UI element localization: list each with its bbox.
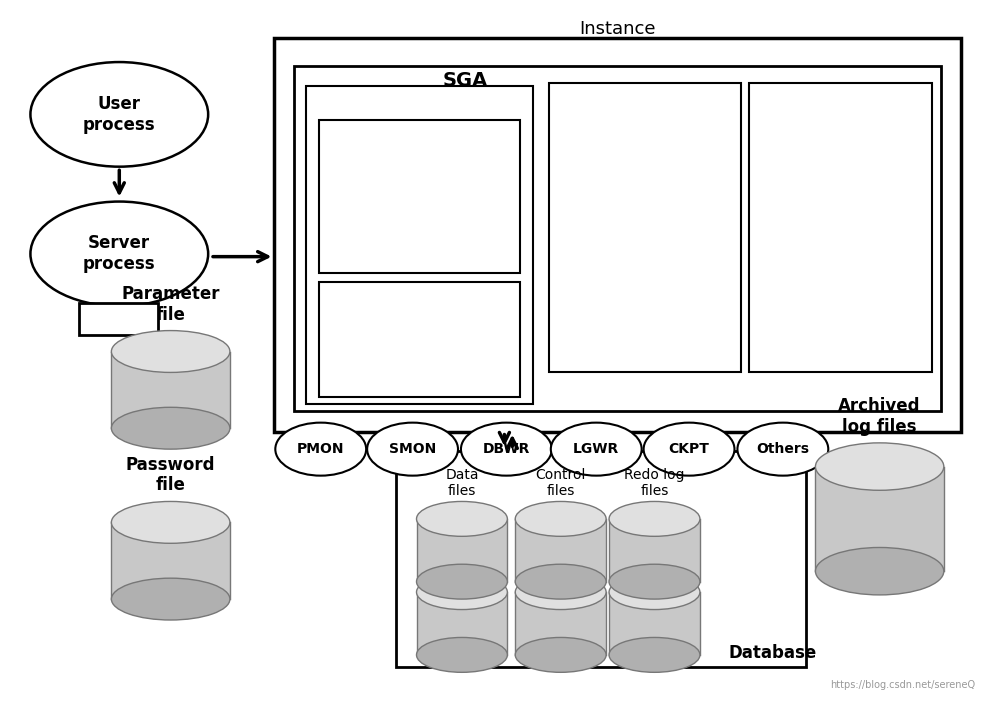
- Text: CKPT: CKPT: [668, 442, 709, 456]
- Ellipse shape: [111, 501, 230, 543]
- Bar: [306, 86, 533, 404]
- Bar: [416, 519, 507, 581]
- Text: SGA: SGA: [442, 72, 488, 91]
- Bar: [319, 282, 520, 396]
- Text: Shared pool: Shared pool: [378, 90, 461, 104]
- Text: Library
cache: Library cache: [389, 183, 450, 216]
- Bar: [294, 65, 940, 411]
- Bar: [815, 467, 943, 572]
- Bar: [609, 519, 700, 581]
- Text: Database
buffer cache: Database buffer cache: [591, 213, 698, 245]
- Bar: [515, 592, 606, 655]
- Text: Instance: Instance: [580, 20, 656, 38]
- Ellipse shape: [515, 638, 606, 672]
- Ellipse shape: [815, 443, 943, 490]
- Text: Archived
log files: Archived log files: [838, 397, 921, 436]
- Ellipse shape: [609, 565, 700, 599]
- Ellipse shape: [815, 548, 943, 595]
- Ellipse shape: [609, 501, 700, 536]
- Text: Data
files: Data files: [445, 467, 479, 498]
- Ellipse shape: [31, 202, 209, 307]
- Bar: [111, 352, 230, 428]
- Text: Parameter
file: Parameter file: [121, 285, 219, 323]
- Text: DBWR: DBWR: [483, 442, 530, 456]
- Bar: [609, 592, 700, 655]
- Text: Data Dict.
cache: Data Dict. cache: [376, 323, 463, 355]
- Bar: [396, 451, 805, 666]
- Ellipse shape: [111, 407, 230, 449]
- Ellipse shape: [515, 574, 606, 610]
- Ellipse shape: [111, 330, 230, 373]
- Text: https://blog.csdn.net/sereneQ: https://blog.csdn.net/sereneQ: [830, 680, 975, 690]
- Ellipse shape: [738, 423, 828, 476]
- Ellipse shape: [416, 574, 507, 610]
- Ellipse shape: [551, 423, 641, 476]
- Ellipse shape: [416, 565, 507, 599]
- Ellipse shape: [609, 574, 700, 610]
- Ellipse shape: [111, 578, 230, 620]
- Text: Others: Others: [757, 442, 809, 456]
- Text: Password
file: Password file: [126, 456, 215, 494]
- Bar: [319, 120, 520, 273]
- Bar: [750, 83, 932, 373]
- Bar: [111, 522, 230, 599]
- Text: PGA: PGA: [99, 310, 138, 328]
- Ellipse shape: [643, 423, 735, 476]
- Ellipse shape: [515, 501, 606, 536]
- Ellipse shape: [275, 423, 366, 476]
- Text: Redo log
buffer cache: Redo log buffer cache: [786, 213, 894, 245]
- Text: PMON: PMON: [297, 442, 345, 456]
- Text: Server
process: Server process: [83, 235, 156, 273]
- Text: Control
files: Control files: [535, 467, 586, 498]
- Text: LGWR: LGWR: [573, 442, 620, 456]
- Ellipse shape: [367, 423, 458, 476]
- Bar: [416, 592, 507, 655]
- Ellipse shape: [31, 62, 209, 167]
- Bar: [78, 303, 158, 335]
- Bar: [515, 519, 606, 581]
- Ellipse shape: [416, 638, 507, 672]
- Ellipse shape: [515, 565, 606, 599]
- Bar: [274, 38, 960, 432]
- Ellipse shape: [609, 638, 700, 672]
- Text: Database: Database: [729, 644, 817, 662]
- Text: SMON: SMON: [389, 442, 436, 456]
- Ellipse shape: [416, 501, 507, 536]
- Text: Redo log
files: Redo log files: [625, 467, 685, 498]
- Text: User
process: User process: [83, 95, 156, 134]
- Ellipse shape: [461, 423, 552, 476]
- Bar: [549, 83, 742, 373]
